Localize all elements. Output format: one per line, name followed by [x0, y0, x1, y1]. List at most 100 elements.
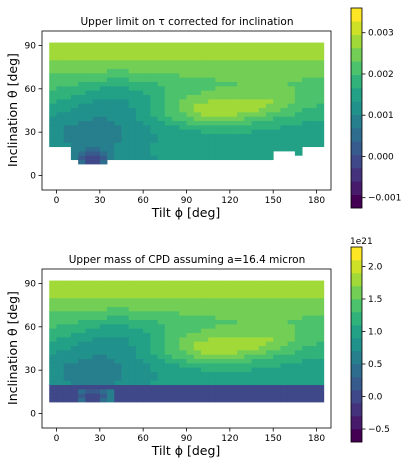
heatmap-cell	[107, 289, 115, 294]
heatmap-cell	[99, 137, 108, 143]
heatmap-cell	[49, 388, 57, 394]
heatmap-cell	[208, 349, 216, 355]
heatmap-cell	[157, 150, 166, 156]
heatmap-cell	[237, 371, 245, 377]
heatmap-cell	[56, 142, 65, 148]
heatmap-cell	[186, 319, 195, 325]
heatmap-cell	[258, 103, 267, 109]
heatmap-cell	[114, 293, 122, 299]
heatmap-cell	[244, 345, 252, 351]
heatmap-cell	[164, 116, 173, 122]
heatmap-cell	[128, 302, 137, 307]
heatmap-cell	[229, 142, 238, 148]
heatmap-cell	[78, 397, 86, 403]
heatmap-cell	[92, 59, 101, 65]
heatmap-cell	[128, 55, 137, 61]
heatmap-cell	[135, 306, 144, 312]
heatmap-cell	[150, 64, 159, 69]
heatmap-cell	[309, 46, 317, 52]
heatmap-cell	[114, 354, 122, 360]
heatmap-cell	[143, 111, 151, 117]
heatmap-cell	[78, 367, 86, 373]
heatmap-cell	[237, 384, 245, 390]
heatmap-cell	[78, 328, 86, 333]
y-tick-label: 30	[25, 128, 37, 138]
heatmap-cell	[172, 77, 180, 82]
heatmap-cell	[179, 319, 187, 325]
heatmap-cell	[164, 310, 173, 316]
heatmap-cell	[179, 397, 187, 403]
heatmap-cell	[107, 302, 115, 307]
heatmap-cell	[78, 51, 86, 56]
heatmap-cell	[193, 336, 202, 342]
heatmap-cell	[287, 380, 296, 386]
colorbar-segment	[351, 364, 362, 378]
heatmap-cell	[309, 55, 317, 61]
heatmap-cell	[85, 306, 93, 312]
heatmap-cell	[258, 332, 267, 338]
heatmap-cell	[251, 51, 260, 56]
heatmap-cell	[251, 77, 260, 82]
heatmap-cell	[229, 397, 238, 403]
heatmap-cell	[316, 59, 325, 65]
heatmap-cell	[287, 310, 296, 316]
heatmap-cell	[143, 332, 151, 338]
heatmap-cell	[258, 297, 267, 303]
heatmap-cell	[49, 302, 57, 307]
heatmap-cell	[179, 375, 187, 381]
heatmap-cell	[114, 124, 122, 130]
heatmap-cell	[135, 46, 144, 52]
heatmap-cell	[273, 375, 281, 381]
heatmap-cell	[258, 336, 267, 342]
heatmap-cell	[287, 358, 296, 364]
heatmap-cell	[143, 107, 151, 113]
heatmap-cell	[135, 375, 144, 381]
heatmap-cell	[309, 59, 317, 65]
heatmap-cell	[200, 362, 209, 368]
heatmap-cell	[258, 349, 267, 355]
heatmap-cell	[70, 46, 79, 52]
heatmap-cell	[164, 306, 173, 312]
heatmap-cell	[316, 133, 325, 139]
heatmap-cell	[280, 388, 289, 394]
heatmap-cell	[200, 77, 209, 82]
heatmap-cell	[208, 375, 216, 381]
heatmap-cell	[128, 280, 137, 286]
heatmap-cell	[63, 345, 72, 351]
heatmap-cell	[143, 384, 151, 390]
heatmap-cell	[244, 358, 252, 364]
heatmap-cell	[107, 315, 115, 320]
heatmap-cell	[222, 146, 231, 152]
heatmap-cell	[208, 332, 216, 338]
heatmap-cell	[70, 306, 79, 312]
heatmap-cell	[70, 358, 79, 364]
heatmap-cell	[309, 328, 317, 333]
heatmap-cell	[49, 362, 57, 368]
heatmap-cell	[258, 142, 267, 148]
colorbar-segment	[351, 74, 362, 89]
heatmap-cell	[280, 94, 289, 100]
heatmap-cell	[121, 397, 130, 403]
heatmap-cell	[78, 129, 86, 135]
heatmap-cell	[85, 336, 93, 342]
heatmap-cell	[121, 142, 130, 148]
heatmap-cell	[229, 129, 238, 135]
heatmap-cell	[222, 59, 231, 65]
heatmap-cell	[316, 358, 325, 364]
heatmap-cell	[114, 116, 122, 122]
heatmap-cell	[99, 336, 108, 342]
heatmap-cell	[49, 341, 57, 347]
heatmap-cell	[280, 51, 289, 56]
heatmap-cell	[258, 98, 267, 104]
heatmap-cell	[215, 46, 224, 52]
heatmap-cell	[237, 59, 245, 65]
heatmap-cell	[215, 51, 224, 56]
heatmap-cell	[49, 319, 57, 325]
heatmap-cell	[157, 124, 166, 130]
heatmap-cell	[164, 323, 173, 329]
heatmap-cell	[99, 362, 108, 368]
heatmap-cell	[273, 98, 281, 104]
heatmap-cell	[85, 332, 93, 338]
heatmap-cell	[215, 306, 224, 312]
